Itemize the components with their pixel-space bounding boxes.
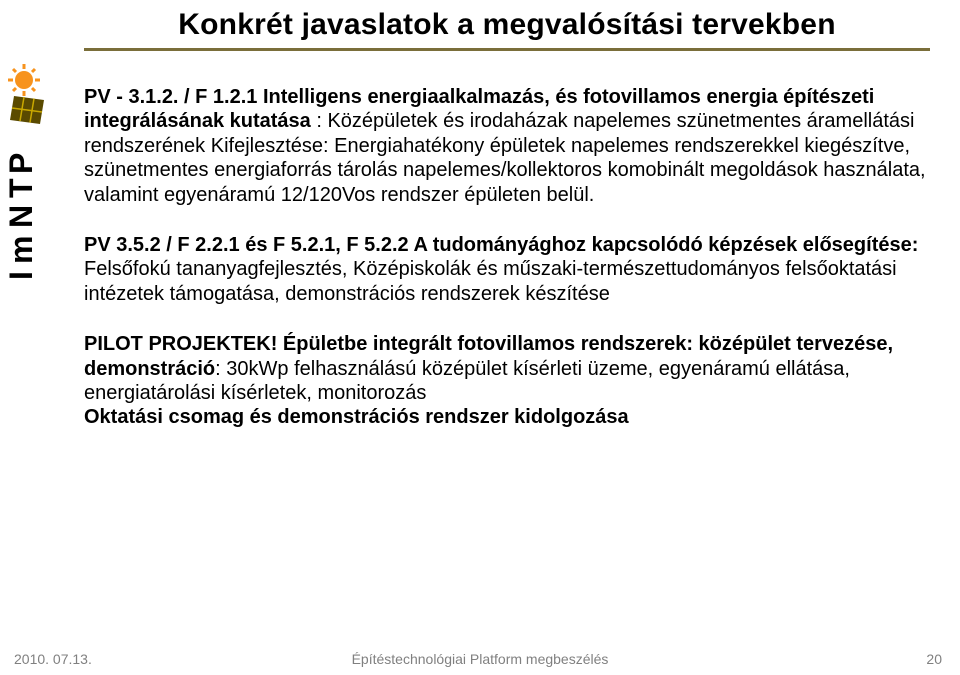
slide-content: Konkrét javaslatok a megvalósítási terve… [84, 8, 930, 635]
brand-logo: I m N T P [6, 30, 52, 290]
logo-text-p: P [6, 153, 39, 174]
paragraph-2: PV 3.5.2 / F 2.2.1 és F 5.2.1, F 5.2.2 A… [84, 233, 930, 306]
page-title: Konkrét javaslatok a megvalósítási terve… [84, 8, 930, 42]
paragraph-1: PV - 3.1.2. / F 1.2.1 Intelligens energi… [84, 85, 930, 207]
logo-text: I [6, 271, 39, 280]
paragraph-3: PILOT PROJEKTEK! Épületbe integrált foto… [84, 332, 930, 405]
body: PV - 3.1.2. / F 1.2.1 Intelligens energi… [84, 85, 930, 430]
p2-ref: PV 3.5.2 / F 2.2.1 és F 5.2.1, F 5.2.2 A… [84, 234, 918, 256]
logo-text-t: T [6, 178, 39, 198]
paragraph-4: Oktatási csomag és demonstrációs rendsze… [84, 405, 930, 429]
footer-title: Építéstechnológiai Platform megbeszélés [0, 651, 960, 667]
logo-svg: I m N T P [6, 30, 52, 290]
logo-text-m: m [6, 236, 39, 264]
sun-icon [8, 64, 40, 96]
title-underline [84, 48, 930, 51]
p2-rest: Felsőfokú tananyagfejlesztés, Középiskol… [84, 258, 897, 304]
logo-text-n: N [6, 205, 39, 228]
footer-page: 20 [926, 651, 942, 667]
panel-icon [10, 96, 44, 124]
footer: 2010. 07.13. Építéstechnológiai Platform… [0, 645, 960, 667]
